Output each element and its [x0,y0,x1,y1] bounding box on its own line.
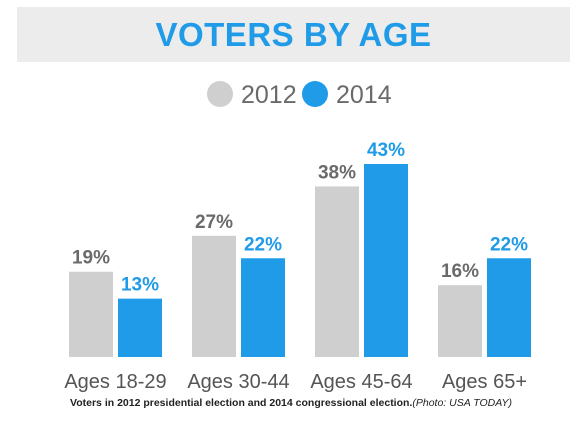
legend-swatch-2014 [302,81,328,107]
bar-2012-3 [315,186,359,357]
value-label-2012-1: 19% [72,248,110,269]
category-label-2: Ages 30-44 [187,371,289,393]
value-label-2014-2: 22% [244,234,282,255]
value-label-2012-3: 38% [318,162,356,183]
bar-2012-4 [438,285,482,357]
value-label-2012-2: 27% [195,212,233,233]
bar-2014-4 [487,258,531,357]
bar-2014-2 [241,258,285,357]
chart-caption: Voters in 2012 presidential election and… [70,397,512,409]
caption-text: Voters in 2012 presidential election and… [70,397,413,409]
value-label-2014-1: 13% [121,275,159,296]
chart-title: VOTERS BY AGE [155,15,432,53]
category-label-1: Ages 18-29 [64,371,166,393]
bar-2014-3 [364,164,408,357]
caption-credit: (Photo: USA TODAY) [412,397,512,409]
bar-2012-2 [192,235,236,357]
category-label-4: Ages 65+ [442,371,527,393]
legend-label-2014: 2014 [336,81,392,109]
legend-label-2012: 2012 [241,81,297,109]
title-bar: VOTERS BY AGE [17,7,570,62]
value-label-2014-4: 22% [490,234,528,255]
value-label-2012-4: 16% [441,261,479,282]
legend-swatch-2012 [207,81,233,107]
value-label-2014-3: 43% [367,140,405,161]
bar-2012-1 [69,271,113,357]
category-label-3: Ages 45-64 [310,371,412,393]
bar-2014-1 [118,298,162,357]
